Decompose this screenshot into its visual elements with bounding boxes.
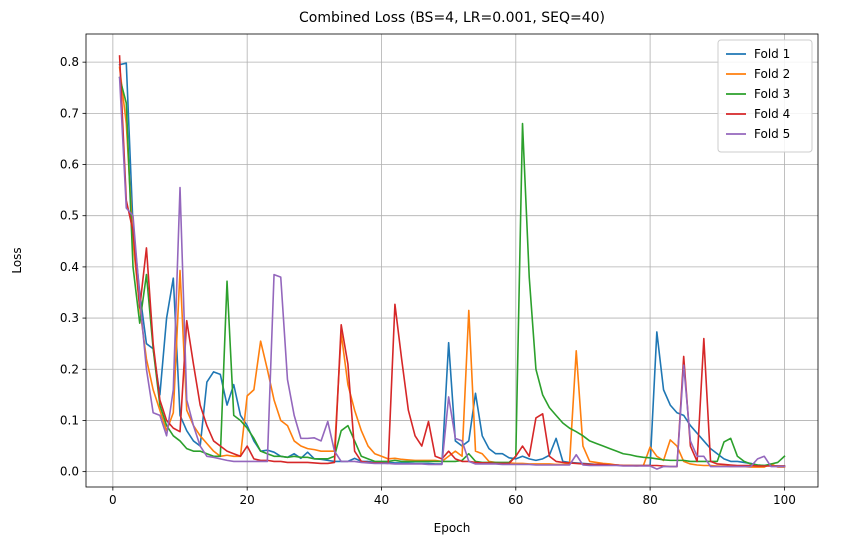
y-tick-label: 0.8 <box>60 55 79 69</box>
y-tick-label: 0.5 <box>60 209 79 223</box>
legend-label-fold-3: Fold 3 <box>754 87 790 101</box>
series-line-fold-1 <box>118 62 786 467</box>
series-line-fold-2 <box>118 66 786 468</box>
legend-label-fold-5: Fold 5 <box>754 127 790 141</box>
x-tick-label: 60 <box>508 493 523 507</box>
legend-label-fold-2: Fold 2 <box>754 67 790 81</box>
y-tick-label: 0.2 <box>60 362 79 376</box>
y-tick-label: 0.6 <box>60 158 79 172</box>
legend-label-fold-4: Fold 4 <box>754 107 790 121</box>
grid <box>86 34 818 487</box>
axis-ticks: 0 20 40 60 80 100 0.0 0.1 0.2 0.3 0.4 0.5 0.6 0.7 0.8 <box>60 55 796 507</box>
x-tick-label: 100 <box>773 493 796 507</box>
y-tick-label: 0.0 <box>60 465 79 479</box>
x-tick-label: 40 <box>374 493 389 507</box>
series-line-fold-5 <box>118 76 786 470</box>
x-tick-label: 80 <box>642 493 657 507</box>
legend-label-fold-1: Fold 1 <box>754 47 790 61</box>
legend-box <box>717 39 813 153</box>
y-tick-label: 0.1 <box>60 413 79 427</box>
y-tick-label: 0.4 <box>60 260 79 274</box>
x-tick-label: 0 <box>109 493 117 507</box>
y-tick-label: 0.7 <box>60 106 79 120</box>
x-axis-title: Epoch <box>434 521 471 535</box>
chart-title: Combined Loss (BS=4, LR=0.001, SEQ=40) <box>299 10 605 26</box>
x-tick-label: 20 <box>240 493 255 507</box>
y-tick-label: 0.3 <box>60 311 79 325</box>
plot-frame <box>85 33 819 488</box>
legend: Fold 1 Fold 2 Fold 3 Fold 4 Fold 5 <box>717 39 813 153</box>
y-axis-title: Loss <box>10 247 24 273</box>
series-line-fold-3 <box>118 76 786 467</box>
series-lines <box>118 55 786 470</box>
